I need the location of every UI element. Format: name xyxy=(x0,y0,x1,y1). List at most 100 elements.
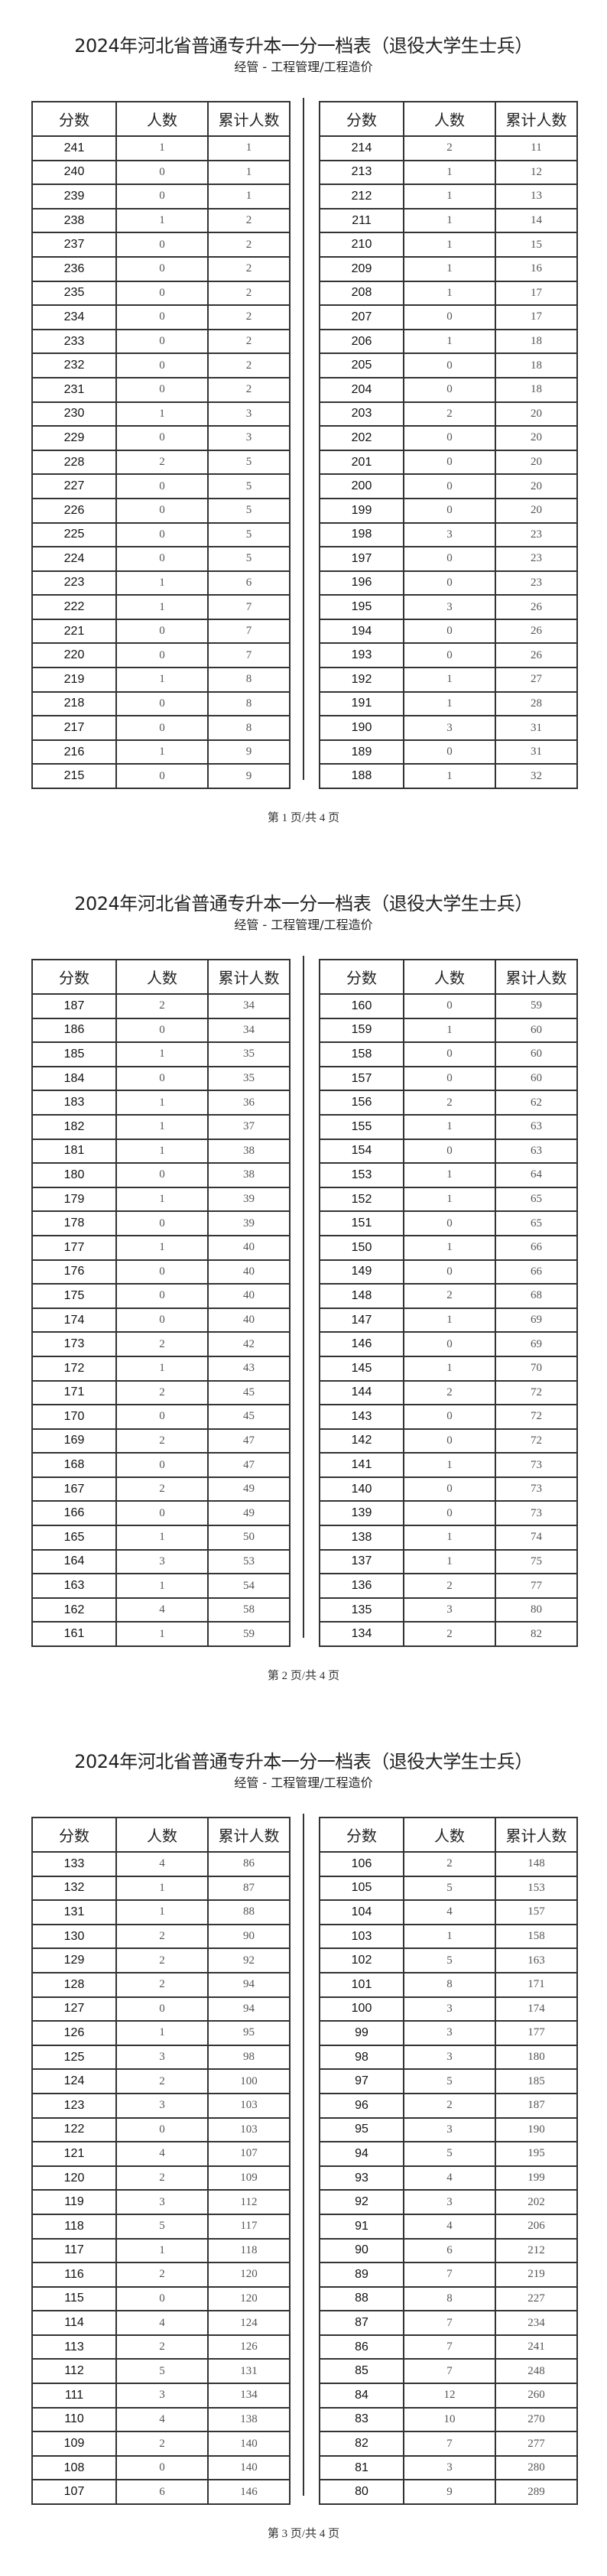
score-cell: 225 xyxy=(31,521,117,548)
score-cell: 95 xyxy=(319,2116,404,2143)
cumulative-count-cell: 45 xyxy=(207,1379,291,1406)
score-cell: 189 xyxy=(319,739,404,765)
cumulative-count-cell: 7 xyxy=(207,594,291,620)
cumulative-count-cell: 180 xyxy=(495,2044,578,2071)
table-row: 94 5 195 xyxy=(319,2141,578,2167)
score-cell: 117 xyxy=(31,2237,117,2264)
cumulative-count-cell: 1 xyxy=(207,135,291,161)
score-column-header: 分数 xyxy=(31,101,117,137)
score-cell: 93 xyxy=(319,2165,404,2191)
count-cell: 3 xyxy=(403,2189,496,2215)
count-cell: 0 xyxy=(115,1404,209,1430)
score-cell: 221 xyxy=(31,618,117,645)
cumulative-count-cell: 219 xyxy=(495,2262,578,2288)
count-cell: 1 xyxy=(115,401,209,427)
cumulative-count-cell: 94 xyxy=(207,1971,291,1998)
score-cell: 196 xyxy=(319,570,404,596)
table-row: 109 2 140 xyxy=(31,2431,291,2457)
table-row: 135 3 80 xyxy=(319,1597,578,1623)
score-cell: 179 xyxy=(31,1186,117,1213)
count-cell: 0 xyxy=(115,184,209,210)
cumulative-count-cell: 212 xyxy=(495,2237,578,2264)
score-cell: 181 xyxy=(31,1138,117,1165)
cumulative-count-cell: 90 xyxy=(207,1923,291,1950)
score-cell: 226 xyxy=(31,497,117,524)
cumulative-count-cell: 47 xyxy=(207,1452,291,1478)
cumulative-count-cell: 9 xyxy=(207,739,291,765)
score-cell: 235 xyxy=(31,280,117,307)
table-row: 194 0 26 xyxy=(319,618,578,645)
cumulative-count-cell: 32 xyxy=(495,763,578,790)
table-row: 214 2 11 xyxy=(319,135,578,161)
table-row: 162 4 58 xyxy=(31,1597,291,1623)
count-cell: 0 xyxy=(115,1452,209,1478)
cumulative-count-cell: 60 xyxy=(495,1041,578,1067)
cumulative-count-cell: 98 xyxy=(207,2044,291,2071)
table-row: 103 1 158 xyxy=(319,1923,578,1950)
count-cell: 1 xyxy=(403,1452,496,1478)
cumulative-count-cell: 103 xyxy=(207,2092,291,2119)
score-cell: 128 xyxy=(31,1971,117,1998)
table-row: 153 1 64 xyxy=(319,1162,578,1188)
score-cell: 124 xyxy=(31,2068,117,2094)
cumulative-count-cell: 74 xyxy=(495,1525,578,1551)
cumulative-count-cell: 58 xyxy=(207,1597,291,1623)
score-cell: 115 xyxy=(31,2285,117,2312)
page-number-footer: 第 3 页/共 4 页 xyxy=(267,2528,340,2540)
count-cell: 1 xyxy=(115,1621,209,1648)
score-cell: 193 xyxy=(319,642,404,669)
table-row: 155 1 63 xyxy=(319,1113,578,1140)
count-cell: 0 xyxy=(115,255,209,282)
table-row: 229 0 3 xyxy=(31,425,291,451)
score-cell: 160 xyxy=(319,993,404,1019)
count-cell: 4 xyxy=(115,1597,209,1623)
score-cell: 144 xyxy=(319,1379,404,1406)
score-cell: 110 xyxy=(31,2406,117,2433)
score-cell: 118 xyxy=(31,2213,117,2240)
cumulative-count-cell: 5 xyxy=(207,473,291,499)
score-cell: 143 xyxy=(319,1404,404,1430)
count-cell: 4 xyxy=(115,2310,209,2336)
score-cell: 83 xyxy=(319,2406,404,2433)
table-row: 132 1 87 xyxy=(31,1875,291,1902)
cumulative-count-cell: 112 xyxy=(207,2189,291,2215)
count-cell: 2 xyxy=(115,993,209,1019)
cumulative-count-cell: 66 xyxy=(495,1259,578,1285)
count-cell: 0 xyxy=(403,1331,496,1357)
table-row: 175 0 40 xyxy=(31,1283,291,1309)
score-cell: 164 xyxy=(31,1548,117,1575)
table-row: 149 0 66 xyxy=(319,1259,578,1285)
cumulative-count-cell: 63 xyxy=(495,1113,578,1140)
score-cell: 108 xyxy=(31,2454,117,2481)
count-cell: 3 xyxy=(403,594,496,620)
score-cell: 157 xyxy=(319,1065,404,1092)
table-row: 131 1 88 xyxy=(31,1899,291,1925)
score-cell: 239 xyxy=(31,184,117,210)
table-row: 134 2 82 xyxy=(319,1621,578,1648)
count-cell: 2 xyxy=(115,2165,209,2191)
count-cell: 2 xyxy=(115,1923,209,1950)
score-cell: 167 xyxy=(31,1476,117,1502)
cumulative-count-cell: 174 xyxy=(495,1996,578,2022)
count-cell: 3 xyxy=(115,2189,209,2215)
score-cell: 234 xyxy=(31,304,117,330)
cumulative-count-cell: 2 xyxy=(207,376,291,403)
table-row: 191 1 28 xyxy=(319,690,578,717)
table-row: 80 9 289 xyxy=(319,2479,578,2506)
score-cell: 97 xyxy=(319,2068,404,2094)
cumulative-count-cell: 195 xyxy=(495,2141,578,2167)
score-cell: 208 xyxy=(319,280,404,307)
cumulative-column-header: 累计人数 xyxy=(495,101,578,137)
cumulative-count-cell: 18 xyxy=(495,328,578,355)
cumulative-count-cell: 5 xyxy=(207,497,291,524)
table-row: 137 1 75 xyxy=(319,1548,578,1575)
table-row: 83 10 270 xyxy=(319,2406,578,2433)
cumulative-count-cell: 50 xyxy=(207,1525,291,1551)
score-cell: 81 xyxy=(319,2454,404,2481)
table-row: 228 2 5 xyxy=(31,449,291,476)
table-row: 177 1 40 xyxy=(31,1234,291,1261)
table-row: 215 0 9 xyxy=(31,763,291,790)
score-cell: 187 xyxy=(31,993,117,1019)
count-cell: 4 xyxy=(403,2165,496,2191)
table-row: 88 8 227 xyxy=(319,2285,578,2312)
